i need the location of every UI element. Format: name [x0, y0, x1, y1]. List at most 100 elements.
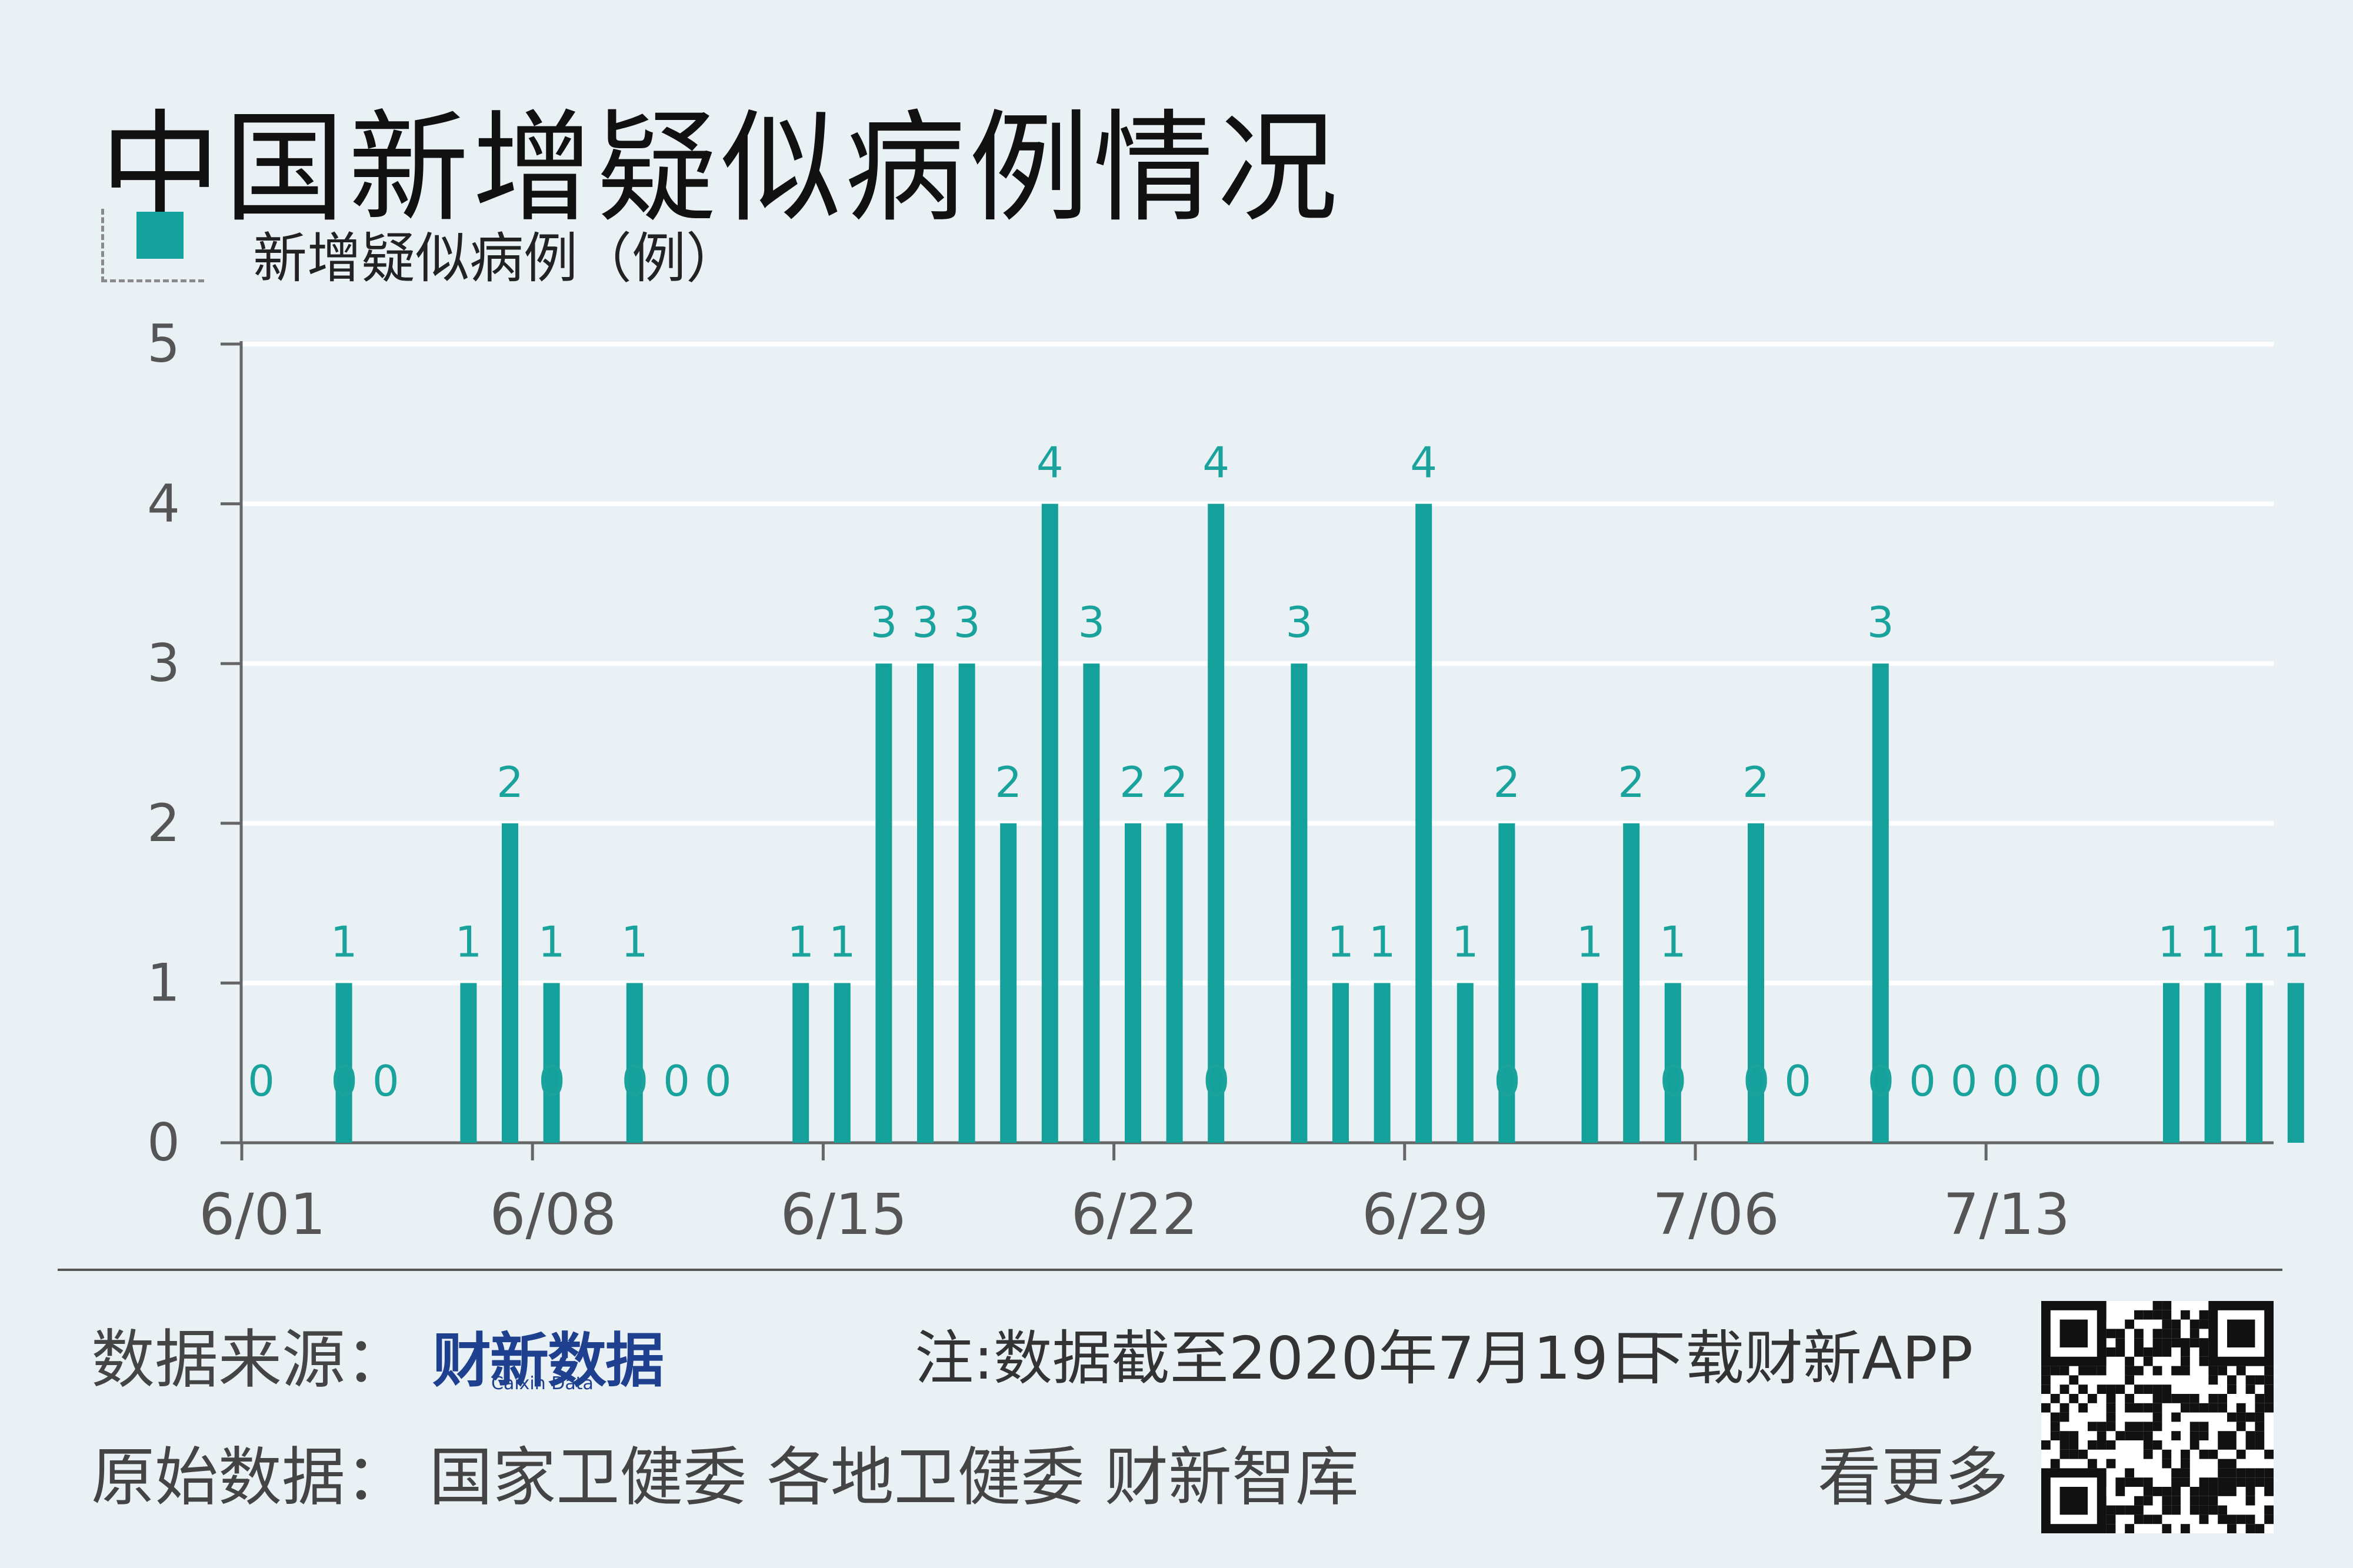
bar: [1083, 663, 1100, 1143]
data-label: 3: [1867, 598, 1894, 647]
legend-label: 新增疑似病例（例）: [253, 227, 741, 290]
data-label: 0: [1951, 1056, 1978, 1106]
bar: [335, 983, 352, 1143]
bar: [1291, 663, 1308, 1143]
data-label: 1: [1577, 917, 1604, 966]
y-tick-label: 5: [147, 313, 180, 374]
data-label: 2: [995, 758, 1022, 807]
data-label: 1: [1452, 917, 1479, 966]
data-label: 0: [248, 1056, 275, 1106]
footer-divider: [58, 1269, 2282, 1271]
x-tick-label: 6/08: [489, 1182, 616, 1247]
data-label: 1: [538, 917, 565, 966]
data-label: 3: [912, 598, 939, 647]
bar: [1415, 503, 1432, 1143]
bar: [1581, 983, 1598, 1143]
y-tick-label: 0: [147, 1112, 180, 1173]
data-label: 1: [1369, 917, 1396, 966]
x-tick-label: 6/22: [1071, 1182, 1198, 1247]
data-label: 1: [829, 917, 856, 966]
data-label: 0: [1909, 1056, 1936, 1106]
see-more-text: 看更多: [1818, 1441, 2009, 1514]
bar: [1332, 983, 1349, 1143]
bar: [1041, 503, 1058, 1143]
data-label: 0: [331, 1056, 358, 1106]
data-label: 3: [954, 598, 981, 647]
bar: [626, 983, 643, 1143]
data-label: 3: [1285, 598, 1312, 647]
data-label: 3: [1078, 598, 1105, 647]
origin-source: 原始数据： 国家卫健委 各地卫健委 财新智库: [91, 1441, 1359, 1514]
data-label: 1: [1659, 917, 1687, 966]
data-label: 2: [1493, 758, 1520, 807]
data-label: 2: [496, 758, 524, 807]
data-label: 2: [1161, 758, 1188, 807]
bar: [502, 823, 518, 1143]
chart-title: 中国新增疑似病例情况: [100, 99, 1341, 239]
bar: [875, 663, 892, 1143]
data-label: 2: [1618, 758, 1645, 807]
data-label: 0: [538, 1056, 565, 1106]
bar: [1498, 823, 1515, 1143]
data-label: 4: [1036, 438, 1064, 488]
data-label: 1: [2158, 917, 2185, 966]
bar: [2163, 983, 2179, 1143]
download-app-text: 下载财新APP: [1627, 1324, 1974, 1393]
legend-box: [101, 209, 204, 282]
data-label: 0: [1203, 1056, 1230, 1106]
data-label: 0: [621, 1056, 648, 1106]
source-label: 数据来源：: [91, 1323, 409, 1397]
bar: [792, 983, 809, 1143]
bar: [1748, 823, 1764, 1143]
data-label: 1: [2199, 917, 2227, 966]
data-label: 0: [1659, 1056, 1687, 1106]
y-tick-label: 1: [147, 952, 180, 1013]
data-label: 2: [1119, 758, 1146, 807]
data-label: 1: [787, 917, 814, 966]
bar: [2204, 983, 2221, 1143]
bar: [1664, 983, 1681, 1143]
data-label: 0: [705, 1056, 732, 1106]
x-tick-label: 6/29: [1362, 1182, 1489, 1247]
data-label: 0: [1494, 1056, 1521, 1106]
data-label: 4: [1202, 438, 1229, 488]
qr-code-icon[interactable]: [2041, 1301, 2274, 1533]
bar: [460, 983, 477, 1143]
data-label: 0: [2034, 1056, 2061, 1106]
x-tick-label: 7/13: [1943, 1182, 2070, 1247]
x-tick-label: 7/06: [1652, 1182, 1779, 1247]
x-tick-label: 6/01: [199, 1182, 326, 1247]
bar: [1000, 823, 1017, 1143]
caixin-data-logo-sub: Caixin Data: [491, 1373, 594, 1394]
bar: [1125, 823, 1141, 1143]
bar: [1374, 983, 1391, 1143]
bar: [1872, 663, 1889, 1143]
data-label: 3: [870, 598, 897, 647]
y-tick-label: 4: [147, 473, 180, 534]
data-label: 2: [1742, 758, 1769, 807]
y-tick-label: 3: [147, 633, 180, 693]
bar: [2246, 983, 2263, 1143]
bar: [834, 983, 851, 1143]
data-label: 0: [372, 1056, 399, 1106]
bar: [2287, 983, 2304, 1143]
bar: [1457, 983, 1474, 1143]
data-label: 1: [2241, 917, 2268, 966]
data-label: 1: [1327, 917, 1354, 966]
data-cutoff-note: 注:数据截至2020年7月19日: [915, 1324, 1668, 1393]
caixin-data-logo: 财新数据: [432, 1326, 664, 1395]
bar: [543, 983, 560, 1143]
y-tick-label: 2: [147, 793, 180, 853]
data-label: 0: [1784, 1056, 1811, 1106]
data-label: 0: [1743, 1056, 1770, 1106]
data-label: 1: [621, 917, 648, 966]
data-label: 1: [455, 917, 482, 966]
legend-swatch: [136, 212, 184, 259]
data-label: 0: [1867, 1056, 1894, 1106]
bar: [1623, 823, 1640, 1143]
x-tick-label: 6/15: [781, 1182, 908, 1247]
data-label: 4: [1410, 438, 1437, 488]
bar: [1166, 823, 1183, 1143]
data-label: 0: [2075, 1056, 2102, 1106]
